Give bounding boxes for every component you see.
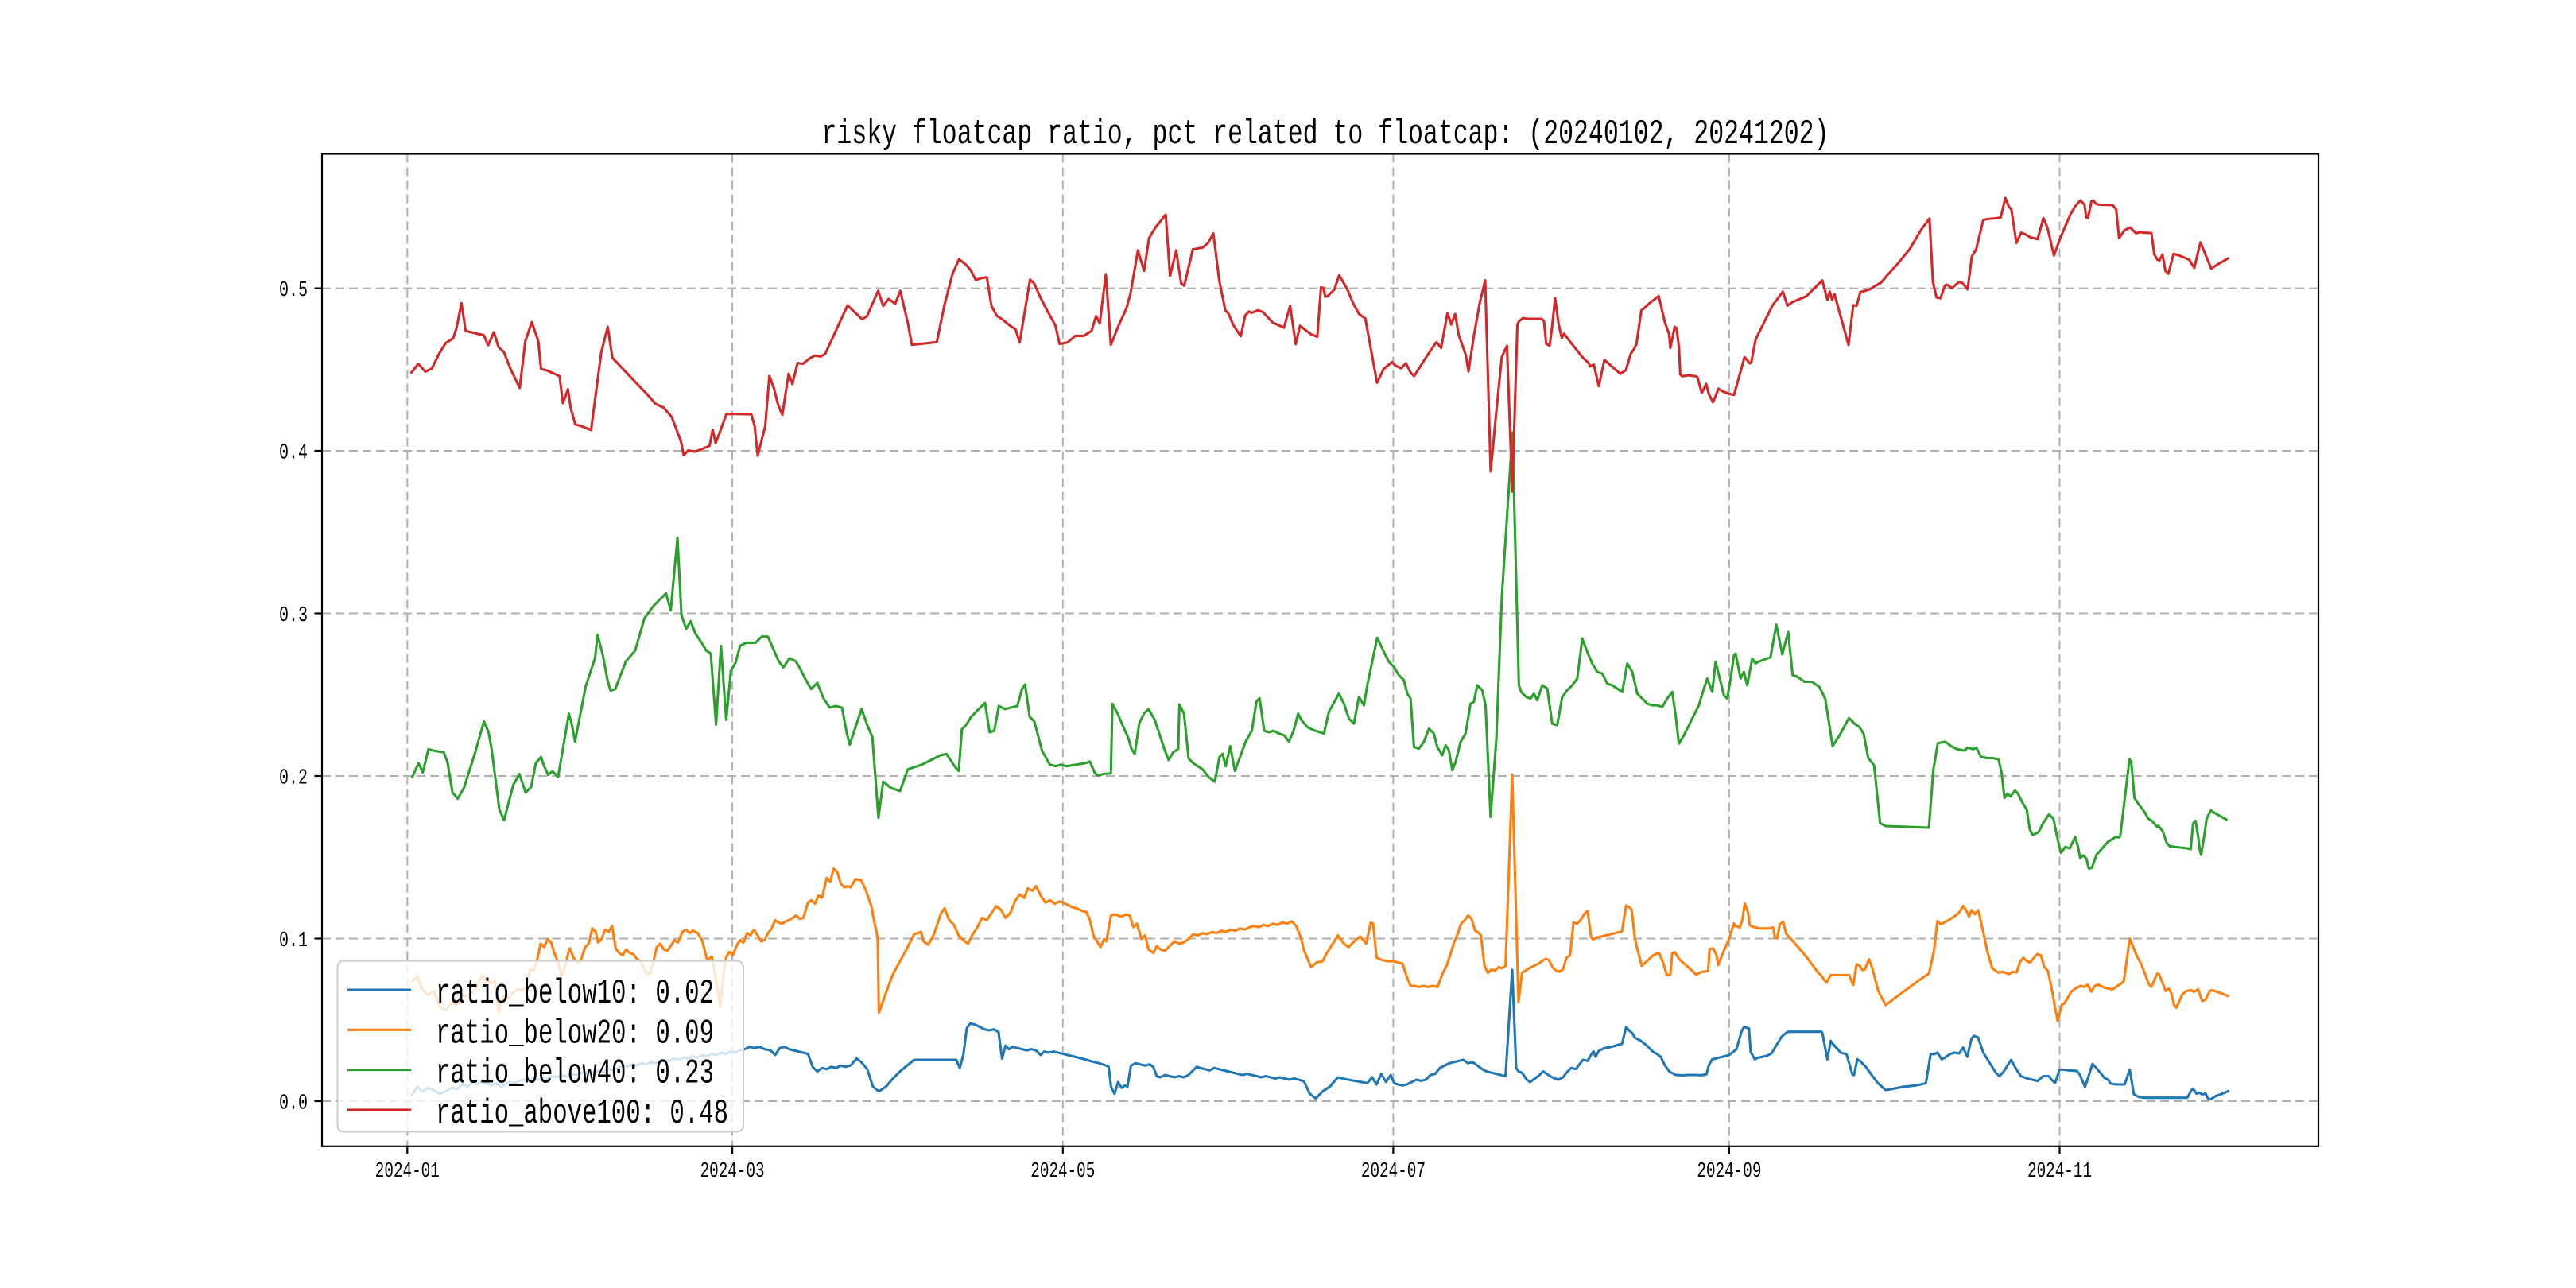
svg-text:ratio_below40: 0.23: ratio_below40: 0.23: [436, 1054, 714, 1094]
svg-text:ratio_below10: 0.02: ratio_below10: 0.02: [436, 974, 714, 1014]
svg-text:2024-11: 2024-11: [2027, 1160, 2092, 1184]
svg-text:0.4: 0.4: [279, 442, 308, 466]
svg-text:0.3: 0.3: [279, 604, 308, 628]
svg-text:0.0: 0.0: [279, 1092, 308, 1116]
svg-text:risky floatcap ratio, pct rela: risky floatcap ratio, pct related to flo…: [822, 114, 1829, 154]
svg-text:ratio_above100: 0.48: ratio_above100: 0.48: [436, 1094, 728, 1134]
svg-text:0.1: 0.1: [279, 929, 308, 953]
svg-text:2024-03: 2024-03: [700, 1160, 765, 1184]
svg-text:0.2: 0.2: [279, 767, 308, 791]
svg-text:2024-07: 2024-07: [1361, 1160, 1426, 1184]
svg-text:2024-09: 2024-09: [1697, 1160, 1761, 1184]
svg-text:ratio_below20: 0.09: ratio_below20: 0.09: [436, 1014, 714, 1053]
svg-text:2024-05: 2024-05: [1030, 1160, 1095, 1184]
svg-text:2024-01: 2024-01: [375, 1160, 440, 1184]
svg-text:0.5: 0.5: [279, 279, 308, 303]
